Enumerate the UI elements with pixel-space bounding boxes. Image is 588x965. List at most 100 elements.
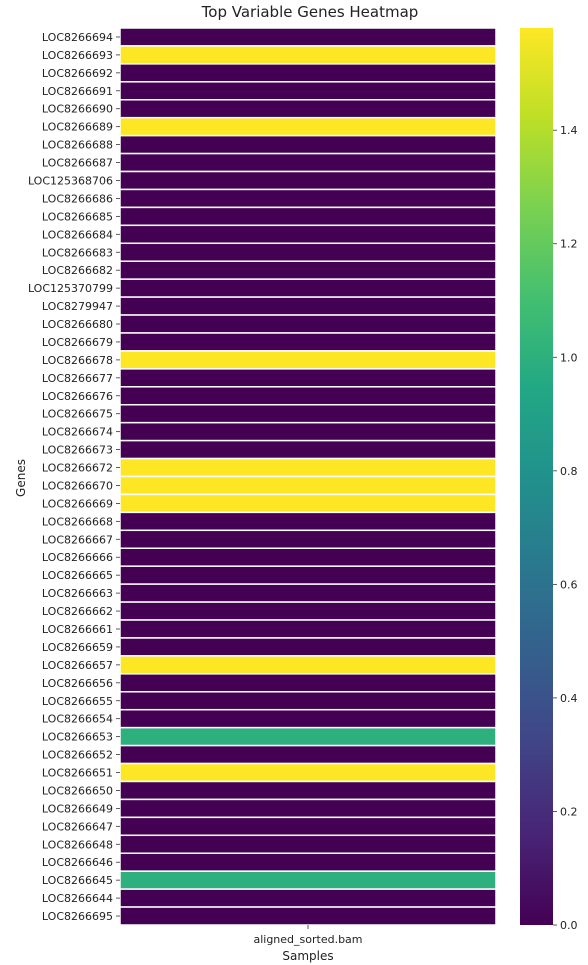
gene-label: LOC8266652 — [42, 749, 113, 762]
colorbar-tick-label: 0.4 — [560, 692, 578, 705]
heatmap-cell — [119, 691, 497, 711]
gene-label: LOC8266684 — [42, 228, 113, 241]
gene-label: LOC8266693 — [42, 49, 113, 62]
gene-label: LOC8266683 — [42, 246, 113, 259]
gene-label: LOC8266665 — [42, 569, 113, 582]
gene-label: LOC8266695 — [42, 910, 113, 923]
gene-label: LOC8266672 — [42, 462, 113, 475]
colorbar-tick-label: 0.2 — [560, 805, 578, 818]
gene-label: LOC8266648 — [42, 838, 113, 851]
gene-label: LOC8266694 — [42, 31, 113, 44]
heatmap-cell — [119, 888, 497, 908]
heatmap-cell — [119, 27, 497, 47]
gene-label: LOC125370799 — [28, 282, 113, 295]
gene-label: LOC8266668 — [42, 515, 113, 528]
heatmap-cell — [119, 421, 497, 442]
gene-tick-labels: LOC8266694 LOC8266693 LOC8266692 LOC8266691… — [28, 31, 120, 923]
heatmap-cell — [119, 601, 497, 621]
heatmap-cell — [119, 386, 497, 406]
heatmap-cell — [119, 493, 497, 514]
gene-label: LOC8266655 — [42, 695, 113, 708]
gene-label: LOC8266686 — [42, 192, 113, 205]
gene-label: LOC8266659 — [42, 641, 113, 654]
heatmap-cell — [119, 529, 497, 550]
gene-label: LOC8266657 — [42, 659, 113, 672]
y-axis-label: Genes — [14, 459, 28, 497]
gene-label: LOC8266680 — [42, 318, 113, 331]
heatmap-cell — [119, 870, 497, 890]
gene-label: LOC8266654 — [42, 713, 113, 726]
gene-label: LOC8266675 — [42, 408, 113, 421]
gene-label: LOC8266691 — [42, 85, 113, 98]
heatmap-cell — [119, 655, 497, 675]
gene-label: LOC8266690 — [42, 103, 113, 116]
heatmap-cell — [119, 637, 497, 657]
gene-label: LOC8266685 — [42, 210, 113, 223]
gene-label: LOC8266661 — [42, 623, 113, 636]
heatmap-cell — [119, 780, 497, 801]
gene-label: LOC8266645 — [42, 874, 113, 887]
gene-label: LOC8266670 — [42, 479, 113, 492]
heatmap-cell — [119, 798, 497, 819]
colorbar-tick-label: 0.0 — [560, 919, 578, 932]
gene-label: LOC125368706 — [28, 174, 113, 187]
gene-label: LOC8266667 — [42, 533, 113, 546]
colorbar-tick-label: 1.2 — [560, 238, 578, 251]
colorbar-ticks: 0.0 0.2 0.4 0.6 0.8 1.0 1.2 1.4 — [553, 124, 578, 932]
heatmap-cell — [119, 99, 497, 119]
heatmap-cell — [119, 726, 497, 747]
heatmap-cell — [119, 439, 497, 460]
gene-label: LOC8266678 — [42, 354, 113, 367]
gene-label: LOC8266669 — [42, 497, 113, 510]
heatmap-cell — [119, 565, 497, 585]
heatmap-cell — [119, 834, 497, 854]
gene-label: LOC8266682 — [42, 264, 113, 277]
heatmap-cell — [119, 116, 497, 137]
colorbar-tick-label: 1.4 — [560, 124, 578, 137]
gene-label: LOC8266673 — [42, 444, 113, 457]
gene-label: LOC8266649 — [42, 802, 113, 815]
heatmap-cell — [119, 457, 497, 478]
gene-label: LOC8266662 — [42, 605, 113, 618]
heatmap-cell — [119, 278, 497, 298]
heatmap-cell — [119, 403, 497, 424]
heatmap-cell — [119, 816, 497, 837]
gene-label: LOC8266677 — [42, 372, 113, 385]
gene-label: LOC8266650 — [42, 784, 113, 797]
heatmap-cell — [119, 314, 497, 334]
gene-label: LOC8266674 — [42, 426, 113, 439]
heatmap-cell — [119, 206, 497, 227]
heatmap-cell — [119, 224, 497, 245]
heatmap-cell — [119, 475, 497, 496]
heatmap-cell — [119, 260, 497, 280]
heatmap-cell — [119, 547, 497, 567]
heatmap-cell — [119, 744, 497, 765]
gene-label: LOC8266666 — [42, 551, 113, 564]
heatmap-cell — [119, 511, 497, 532]
heatmap-cell — [119, 332, 497, 352]
gene-label: LOC8266689 — [42, 121, 113, 134]
heatmap-cell — [119, 368, 497, 388]
heatmap-cell — [119, 63, 497, 83]
heatmap-cell — [119, 852, 497, 872]
x-axis-label: Samples — [282, 949, 333, 963]
gene-label: LOC8266687 — [42, 157, 113, 170]
heatmap-cell — [119, 708, 497, 729]
heatmap-cell — [119, 134, 497, 155]
sample-tick-labels: aligned_sorted.bam — [253, 925, 363, 946]
gene-label: LOC8279947 — [42, 300, 113, 313]
heatmap-cell — [119, 619, 497, 639]
heatmap-cell — [119, 81, 497, 101]
colorbar-tick-label: 1.0 — [560, 351, 578, 364]
heatmap-cell — [119, 350, 497, 370]
heatmap-cell — [119, 583, 497, 603]
heatmap-cell — [119, 242, 497, 262]
gene-label: LOC8266656 — [42, 677, 113, 690]
gene-label: LOC8266651 — [42, 767, 113, 780]
chart-title: Top Variable Genes Heatmap — [201, 3, 419, 21]
gene-label: LOC8266644 — [42, 892, 113, 905]
gene-label: LOC8266676 — [42, 390, 113, 403]
heatmap-cell — [119, 296, 497, 316]
heatmap-cell — [119, 188, 497, 209]
